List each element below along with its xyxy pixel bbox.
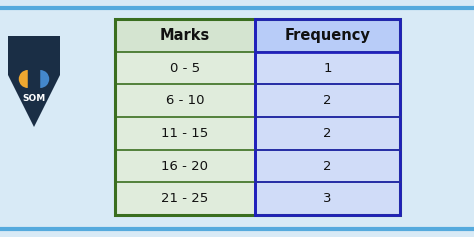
Bar xyxy=(255,19,400,52)
Wedge shape xyxy=(40,70,49,88)
Bar xyxy=(115,19,400,215)
Bar xyxy=(115,150,255,182)
Text: 2: 2 xyxy=(323,94,332,107)
Text: 11 - 15: 11 - 15 xyxy=(161,127,209,140)
Bar xyxy=(115,117,255,150)
Bar xyxy=(115,84,255,117)
Text: 3: 3 xyxy=(323,192,332,205)
Bar xyxy=(255,150,400,182)
Text: 1: 1 xyxy=(323,61,332,74)
Bar xyxy=(255,182,400,215)
Bar xyxy=(115,52,255,84)
Bar xyxy=(115,19,255,52)
Bar xyxy=(255,52,400,84)
Polygon shape xyxy=(8,75,60,127)
Text: 16 - 20: 16 - 20 xyxy=(162,160,209,173)
Text: 2: 2 xyxy=(323,160,332,173)
Text: 21 - 25: 21 - 25 xyxy=(161,192,209,205)
Text: Marks: Marks xyxy=(160,28,210,43)
Text: SOM: SOM xyxy=(22,94,46,103)
Bar xyxy=(8,36,60,75)
Text: 0 - 5: 0 - 5 xyxy=(170,61,200,74)
Wedge shape xyxy=(19,70,28,88)
Text: 6 - 10: 6 - 10 xyxy=(166,94,204,107)
Bar xyxy=(255,19,400,215)
Text: Frequency: Frequency xyxy=(284,28,371,43)
Bar xyxy=(255,117,400,150)
Text: 2: 2 xyxy=(323,127,332,140)
Bar xyxy=(115,182,255,215)
Bar xyxy=(255,84,400,117)
